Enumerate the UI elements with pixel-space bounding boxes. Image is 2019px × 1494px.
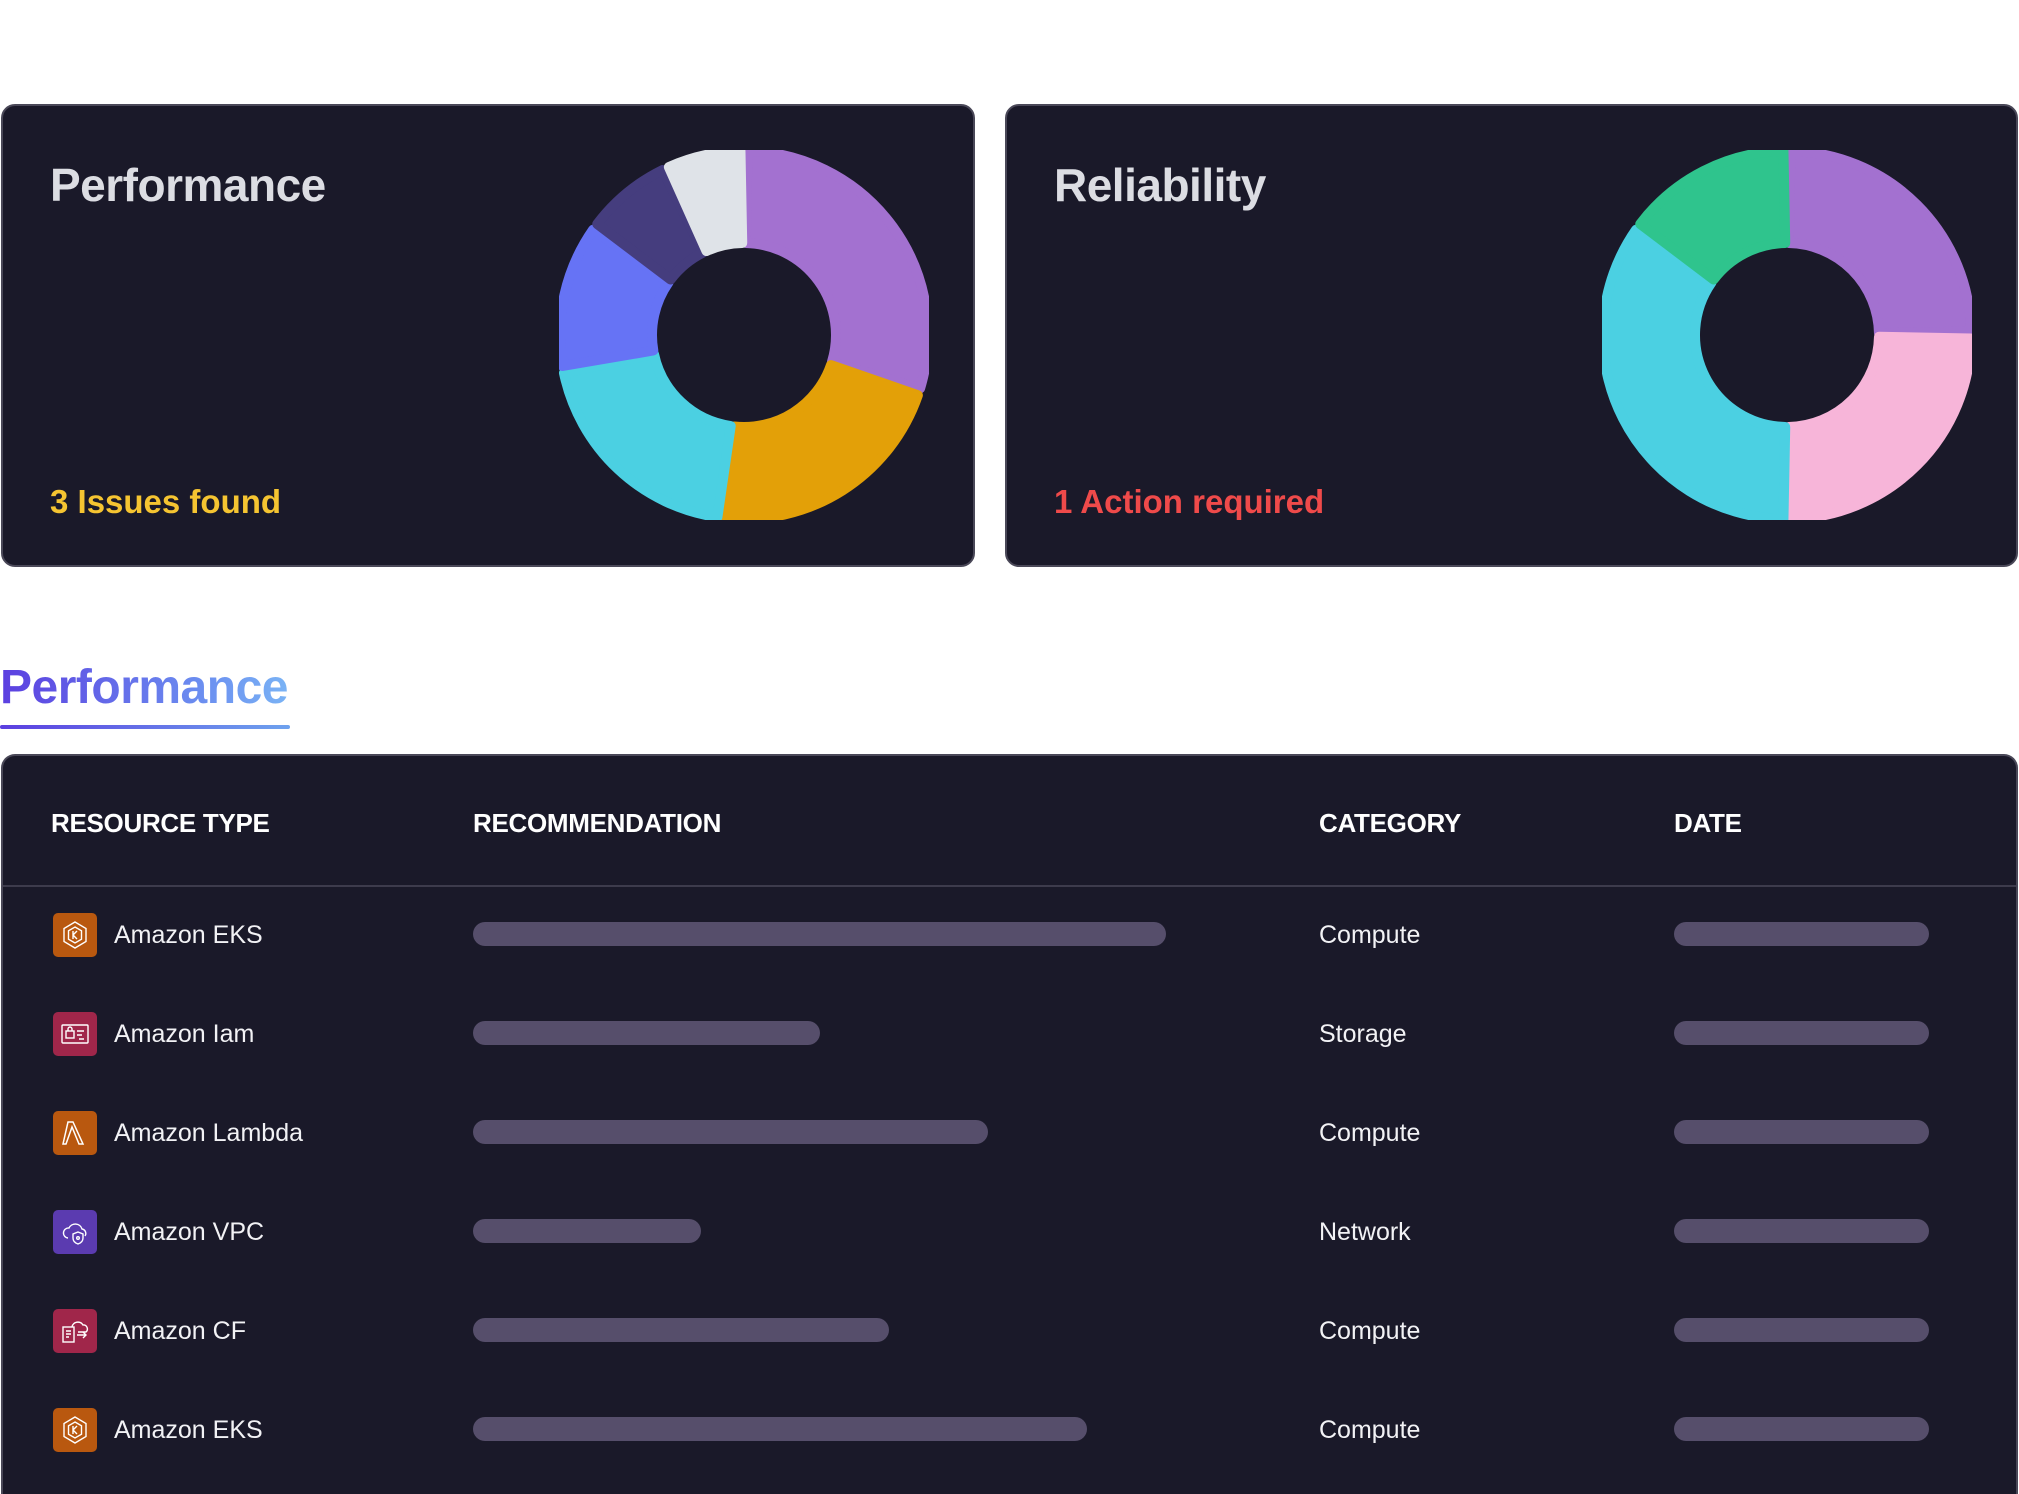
donut-segment[interactable] [1783,150,1972,339]
category-label: Compute [1319,1416,1421,1444]
table-row[interactable]: Amazon CF Compute [3,1302,2016,1362]
performance-donut-chart [559,150,929,520]
date-placeholder [1674,1021,1929,1045]
resource-name: Amazon EKS [114,921,263,949]
header-category[interactable]: CATEGORY [1319,808,1462,838]
card-title: Performance [50,159,326,211]
date-placeholder [1674,1120,1929,1144]
donut-segment[interactable] [719,360,923,520]
card-title: Reliability [1054,159,1266,211]
header-date[interactable]: DATE [1674,808,1742,838]
active-tab-underline [0,725,290,729]
iam-icon [53,1012,97,1056]
performance-summary-card[interactable]: Performance 3 Issues found [1,104,975,567]
reliability-summary-card[interactable]: Reliability 1 Action required [1005,104,2018,567]
category-label: Compute [1319,1317,1421,1345]
recommendations-table: RESOURCE TYPE RECOMMENDATION CATEGORY DA… [1,754,2018,1494]
date-placeholder [1674,1219,1929,1243]
date-placeholder [1674,922,1929,946]
recommendation-placeholder [473,1318,889,1342]
donut-segment[interactable] [592,165,709,285]
resource-name: Amazon CF [114,1317,246,1345]
table-row[interactable]: Amazon EKS Compute [3,1401,2016,1461]
recommendation-placeholder [473,1021,820,1045]
issues-status: 3 Issues found [50,483,282,520]
date-placeholder [1674,1318,1929,1342]
table-row[interactable]: Amazon Lambda Compute [3,1104,2016,1164]
resource-name: Amazon Lambda [114,1119,304,1147]
resource-name: Amazon Iam [114,1020,255,1048]
donut-segment[interactable] [559,224,674,372]
section-tab-performance[interactable]: Performance [0,661,288,714]
category-label: Network [1319,1218,1411,1246]
recommendation-placeholder [473,1219,701,1243]
table-row[interactable]: Amazon VPC Network [3,1203,2016,1263]
recommendation-placeholder [473,1417,1087,1441]
eks-icon [53,1408,97,1452]
table-row[interactable]: Amazon Iam Storage [3,1005,2016,1065]
donut-segment[interactable] [740,150,929,394]
donut-segment[interactable] [1635,150,1791,285]
category-label: Compute [1319,921,1421,949]
resource-name: Amazon EKS [114,1416,263,1444]
header-resource-type[interactable]: RESOURCE TYPE [51,808,270,838]
header-divider [3,885,2016,887]
vpc-icon [53,1210,97,1254]
donut-segment[interactable] [1602,224,1791,520]
table-row[interactable]: Amazon EKS Compute [3,906,2016,966]
category-label: Compute [1319,1119,1421,1147]
reliability-donut-chart [1602,150,1972,520]
donut-segment[interactable] [1783,331,1972,520]
recommendation-placeholder [473,922,1166,946]
donut-segment[interactable] [559,348,736,520]
lambda-icon [53,1111,97,1155]
recommendation-placeholder [473,1120,988,1144]
actions-status: 1 Action required [1054,483,1325,520]
cloudformation-icon [53,1309,97,1353]
eks-icon [53,913,97,957]
header-recommendation[interactable]: RECOMMENDATION [473,808,722,838]
resource-name: Amazon VPC [114,1218,265,1246]
category-label: Storage [1319,1020,1407,1048]
date-placeholder [1674,1417,1929,1441]
donut-segment[interactable] [663,150,748,257]
